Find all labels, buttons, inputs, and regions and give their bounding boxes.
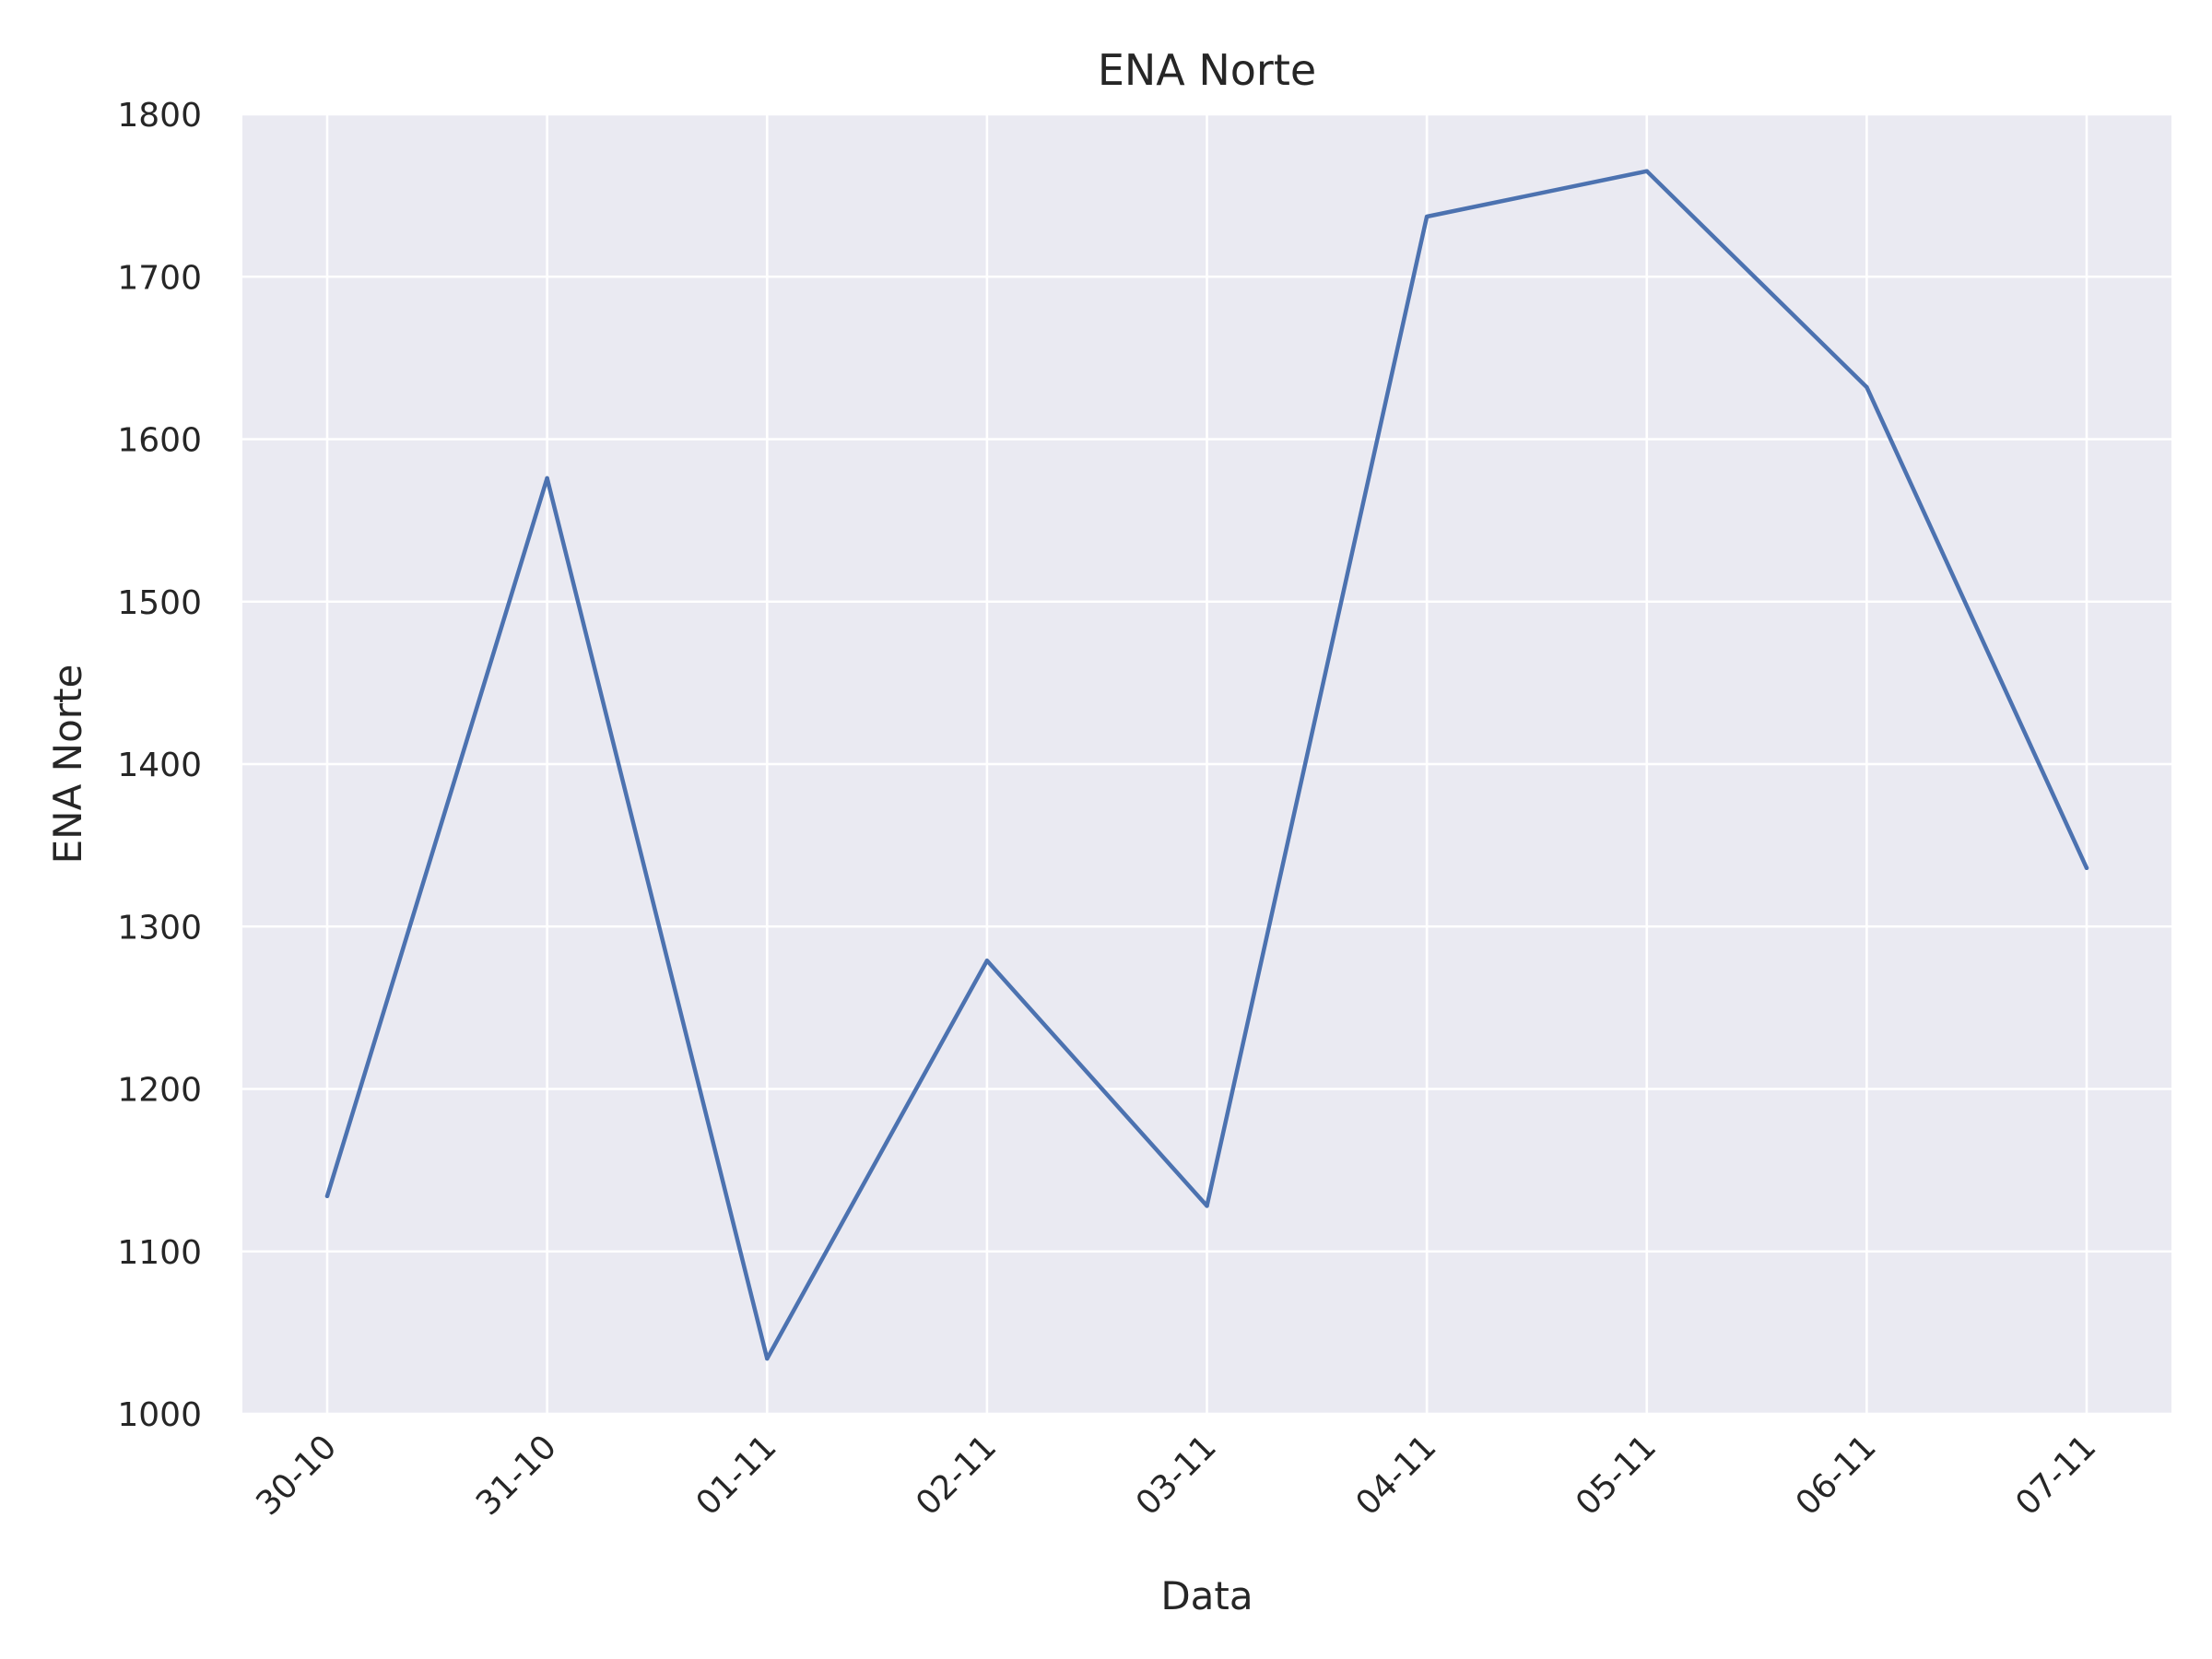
y-tick-label: 1200 [117, 1072, 202, 1110]
y-tick-label: 1600 [117, 422, 202, 460]
y-tick-label: 1700 [117, 259, 202, 297]
data-point [984, 959, 990, 963]
x-axis-ticks: 30-10 31-10 01-11 02-11 03-11 04-11 05-11 06-11… [249, 1428, 2103, 1523]
x-axis-title: Data [1160, 1573, 1253, 1618]
x-tick-label: 07-11 [2008, 1428, 2103, 1523]
x-tick-label: 03-11 [1129, 1428, 1224, 1523]
x-tick-label: 06-11 [1789, 1428, 1884, 1523]
data-point [1644, 169, 1649, 173]
y-tick-label: 1100 [117, 1234, 202, 1272]
x-tick-label: 05-11 [1569, 1428, 1664, 1523]
y-tick-label: 1300 [117, 909, 202, 947]
grid-lines [242, 112, 2171, 1416]
y-tick-label: 1400 [117, 747, 202, 784]
x-tick-label: 04-11 [1349, 1428, 1444, 1523]
data-point [1205, 1204, 1209, 1208]
data-point [1865, 384, 1869, 390]
series-layer [324, 169, 2089, 1361]
x-tick-label: 31-10 [469, 1428, 564, 1523]
data-point [1424, 214, 1430, 219]
y-tick-label: 1500 [117, 584, 202, 622]
data-point [765, 1356, 770, 1361]
y-axis-title: ENA Norte [45, 665, 90, 865]
data-point [545, 476, 549, 480]
data-point [2084, 865, 2089, 870]
x-tick-label: 01-11 [689, 1428, 784, 1523]
x-tick-label: 30-10 [249, 1428, 344, 1523]
data-point [324, 1194, 330, 1199]
y-axis-ticks: 1000 1100 1200 1300 1400 1500 1600 1700 1800 [117, 97, 202, 1434]
chart-title: ENA Norte [1098, 45, 1316, 95]
y-tick-label: 1800 [117, 97, 202, 135]
y-tick-label: 1000 [117, 1396, 202, 1434]
x-tick-label: 02-11 [909, 1428, 1004, 1523]
